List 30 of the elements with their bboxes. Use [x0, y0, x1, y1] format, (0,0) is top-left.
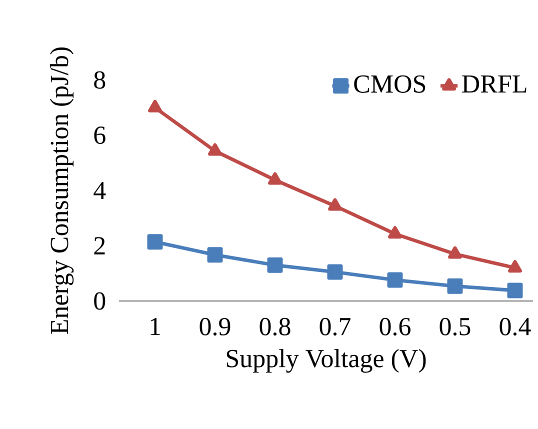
- point: [268, 172, 282, 185]
- point: [447, 278, 463, 294]
- legend-label: DRFL: [462, 75, 526, 93]
- point: [388, 226, 402, 239]
- point: [387, 272, 403, 288]
- point: [507, 282, 523, 298]
- y-tick-label: 0: [94, 292, 106, 310]
- x-tick-label: 0.9: [200, 318, 230, 336]
- point: [327, 264, 343, 280]
- point: [328, 198, 342, 211]
- point: [448, 246, 462, 259]
- y-tick-label: 2: [94, 237, 105, 254]
- x-tick-label: 0.7: [320, 318, 350, 336]
- y-axis-title: Energy Consumption (pJ/b): [50, 47, 74, 334]
- point: [147, 234, 163, 250]
- x-tick-label: 0.4: [500, 318, 531, 336]
- x-tick-label: 0.5: [440, 318, 470, 336]
- point: [207, 247, 223, 263]
- x-tick-label: 1: [150, 318, 160, 336]
- x-tick-label: 0.8: [260, 318, 290, 336]
- y-tick-label: 4: [94, 182, 106, 200]
- point: [148, 100, 162, 112]
- y-tick-label: 6: [94, 126, 106, 144]
- y-tick-label: 8: [94, 71, 106, 89]
- x-tick-label: 0.6: [380, 318, 410, 336]
- point: [267, 257, 283, 273]
- x-axis-title: Supply Voltage (V): [226, 349, 426, 373]
- point: [208, 143, 222, 156]
- legend-label: CMOS: [354, 75, 426, 93]
- point: [508, 260, 522, 273]
